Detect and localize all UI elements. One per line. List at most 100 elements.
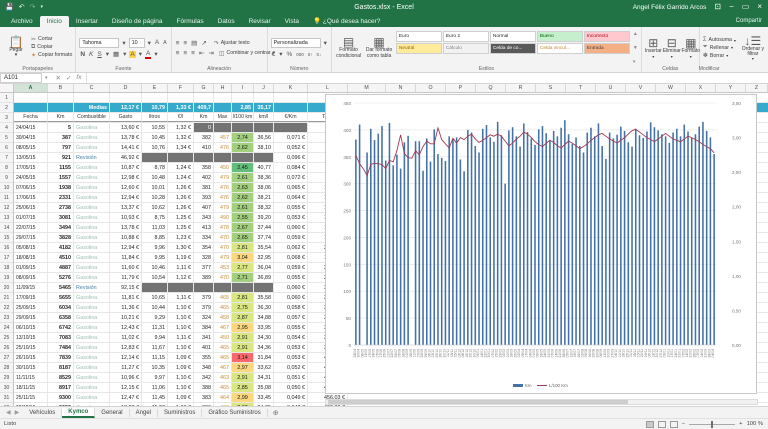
grid-cell[interactable]: 11/09/15 <box>14 283 48 292</box>
share-button[interactable]: Compartir <box>735 17 762 24</box>
row-header[interactable]: 9 <box>0 173 13 183</box>
grid-cell[interactable]: 1557 <box>48 173 74 182</box>
gallery-more-icon[interactable]: ▾ <box>632 59 636 65</box>
grid-cell[interactable] <box>142 93 168 102</box>
grid-cell[interactable]: 450 <box>214 163 232 172</box>
grid-cell[interactable]: 12,14 € <box>110 353 142 362</box>
grid-cell[interactable]: 0,049 € <box>274 393 308 402</box>
sheet-tab-angel[interactable]: Angel <box>130 408 159 417</box>
column-header-R[interactable]: R <box>506 84 536 92</box>
grid-cell[interactable]: 377 <box>194 263 214 272</box>
column-header-J[interactable]: J <box>254 84 274 92</box>
grid-cell[interactable]: 34,88 <box>254 313 274 322</box>
grid-cell[interactable]: 409,7 <box>194 103 214 112</box>
grid-cell[interactable]: 17/05/15 <box>14 163 48 172</box>
grid-cell[interactable] <box>214 283 232 292</box>
zoom-level[interactable]: 100 % <box>746 421 763 427</box>
gallery-scroll-up-icon[interactable]: ▲ <box>632 31 638 37</box>
grid-cell[interactable]: 467 <box>214 323 232 332</box>
grid-cell[interactable]: 17/06/15 <box>14 193 48 202</box>
grid-cell[interactable]: 2,95 <box>232 323 254 332</box>
style-normal[interactable]: Normal <box>489 31 536 42</box>
orientation-icon[interactable]: ↗ <box>201 40 207 47</box>
percent-format-icon[interactable]: % <box>286 50 293 58</box>
zoom-slider-knob[interactable] <box>711 420 714 428</box>
grid-cell[interactable]: 38,06 <box>254 183 274 192</box>
grid-cell[interactable]: 2,91 <box>232 333 254 342</box>
grid-cell[interactable] <box>74 93 110 102</box>
grid-cell[interactable]: 0,055 € <box>274 203 308 212</box>
grid-cell[interactable]: 12,27 € <box>110 403 142 406</box>
grid-cell[interactable]: Gasolina <box>74 223 110 232</box>
grid-cell[interactable]: Gasolina <box>74 203 110 212</box>
horizontal-scrollbar[interactable] <box>325 399 758 405</box>
comma-format-icon[interactable]: 000 <box>296 51 304 57</box>
column-header-N[interactable]: N <box>386 84 416 92</box>
underline-button[interactable]: S <box>97 50 102 58</box>
row-header[interactable]: 13 <box>0 213 13 223</box>
grid-cell[interactable]: Revisión <box>74 283 110 292</box>
grid-cell[interactable]: 463 <box>214 373 232 382</box>
sheet-tab-grafico-suministros[interactable]: Gráfico Suministros <box>202 408 268 417</box>
grid-cell[interactable]: 7484 <box>48 343 74 352</box>
grid-cell[interactable]: 379 <box>194 303 214 312</box>
grid-cell[interactable]: 08/09/15 <box>14 273 48 282</box>
grid-cell[interactable]: 35,17 <box>254 103 274 112</box>
ribbon-display-options-icon[interactable]: ⊡ <box>714 2 722 11</box>
grid-cell[interactable]: 25/11/15 <box>14 393 48 402</box>
grid-cell[interactable]: 11,31 <box>142 323 168 332</box>
grid-cell[interactable] <box>110 93 142 102</box>
column-header-T[interactable]: T <box>566 84 596 92</box>
column-label[interactable]: Km <box>194 113 214 122</box>
grid-cell[interactable]: 1,10 € <box>168 323 194 332</box>
grid-cell[interactable]: 334 <box>194 233 214 242</box>
grid-cell[interactable]: 25/06/15 <box>14 203 48 212</box>
grid-cell[interactable]: 1,10 € <box>168 383 194 392</box>
grid-cell[interactable]: 1938 <box>48 183 74 192</box>
grid-cell[interactable]: 456,03 € <box>308 393 348 402</box>
autosum-button[interactable]: Σ Autosuma ▾ <box>703 37 736 43</box>
grid-cell[interactable]: 458 <box>214 313 232 322</box>
grid-cell[interactable] <box>254 93 274 102</box>
grid-cell[interactable]: 10,87 € <box>110 163 142 172</box>
grid-cell[interactable]: 1,25 € <box>168 223 194 232</box>
grid-cell[interactable]: 34,30 <box>254 333 274 342</box>
grid-cell[interactable]: 12,15 € <box>110 383 142 392</box>
grid-cell[interactable]: 14,41 € <box>110 143 142 152</box>
grid-cell[interactable]: 402 <box>194 173 214 182</box>
grid-cell[interactable] <box>254 123 274 132</box>
column-label[interactable]: €/Km <box>274 113 308 122</box>
grid-cell[interactable] <box>232 283 254 292</box>
grid-cell[interactable]: 2,71 <box>232 273 254 282</box>
tell-me-box[interactable]: 💡 ¿Qué desea hacer? <box>306 15 387 28</box>
decrease-font-size-button[interactable]: A <box>163 39 167 46</box>
grid-cell[interactable]: 9,29 <box>142 313 168 322</box>
row-header[interactable]: 6 <box>0 143 13 153</box>
column-header-A[interactable]: A <box>14 84 48 92</box>
align-top-icon[interactable]: ≡ <box>175 39 180 47</box>
grid-cell[interactable]: 2,97 <box>232 363 254 372</box>
sheet-nav-next-icon[interactable]: ▶ <box>14 410 20 416</box>
borders-icon[interactable]: ▦ <box>113 51 120 58</box>
row-header[interactable]: 26 <box>0 343 13 353</box>
tab-archivo[interactable]: Archivo <box>11 17 33 25</box>
grid-cell[interactable]: 3494 <box>48 223 74 232</box>
grid-cell[interactable]: Gasolina <box>74 333 110 342</box>
grid-cell[interactable]: 0,068 € <box>274 253 308 262</box>
row-header[interactable]: 12 <box>0 203 13 213</box>
insert-cells-button[interactable]: ⊞ Insertar ▾ <box>645 31 662 65</box>
grid-cell[interactable]: 1,10 € <box>168 313 194 322</box>
fill-color-icon[interactable]: A <box>129 50 136 58</box>
format-as-table-button[interactable]: ▦ Dar formato como tabla <box>365 30 393 65</box>
column-header-E[interactable]: E <box>142 84 168 92</box>
grid-cell[interactable]: Gasolina <box>74 173 110 182</box>
minimize-button[interactable]: − <box>729 2 734 11</box>
grid-cell[interactable]: 1,10 € <box>168 373 194 382</box>
column-label[interactable]: Gasto <box>110 113 142 122</box>
align-middle-icon[interactable]: ≡ <box>183 39 188 47</box>
grid-cell[interactable] <box>274 93 308 102</box>
grid-cell[interactable]: 2,67 <box>232 223 254 232</box>
grid-cell[interactable]: 324 <box>194 313 214 322</box>
grid-cell[interactable]: 36,04 <box>254 263 274 272</box>
grid-cell[interactable]: 0,057 € <box>274 313 308 322</box>
